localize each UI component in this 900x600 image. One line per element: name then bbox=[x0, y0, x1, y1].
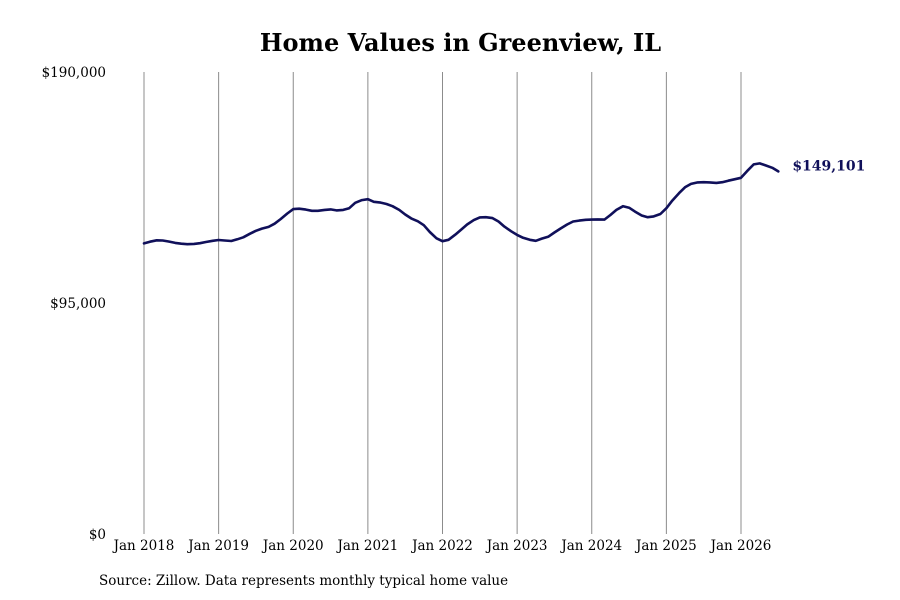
source-note: Source: Zillow. Data represents monthly … bbox=[99, 573, 509, 589]
series-line-home-value bbox=[142, 162, 780, 246]
y-tick-label: $190,000 bbox=[42, 65, 106, 81]
y-tick-label: $0 bbox=[89, 527, 106, 543]
last-value-label: $149,101 bbox=[792, 158, 865, 174]
x-tick-label: Jan 2024 bbox=[559, 538, 622, 554]
x-tick-label: Jan 2022 bbox=[410, 538, 473, 554]
x-tick-label: Jan 2020 bbox=[261, 538, 324, 554]
x-tick-label: Jan 2021 bbox=[335, 538, 398, 554]
x-tick-label: Jan 2023 bbox=[485, 538, 548, 554]
chart-title: Home Values in Greenview, IL bbox=[259, 28, 662, 57]
x-tick-label: Jan 2019 bbox=[186, 538, 249, 554]
x-tick-label: Jan 2026 bbox=[709, 538, 772, 554]
grid-lines bbox=[143, 72, 742, 534]
x-axis-ticks: Jan 2018 Jan 2019 Jan 2020 Jan 2021 Jan 2022… bbox=[112, 538, 772, 554]
y-axis-ticks: $0 $95,000 $190,000 bbox=[42, 65, 106, 543]
x-tick-label: Jan 2018 bbox=[112, 538, 175, 554]
y-tick-label: $95,000 bbox=[50, 296, 106, 312]
x-tick-label: Jan 2025 bbox=[634, 538, 697, 554]
